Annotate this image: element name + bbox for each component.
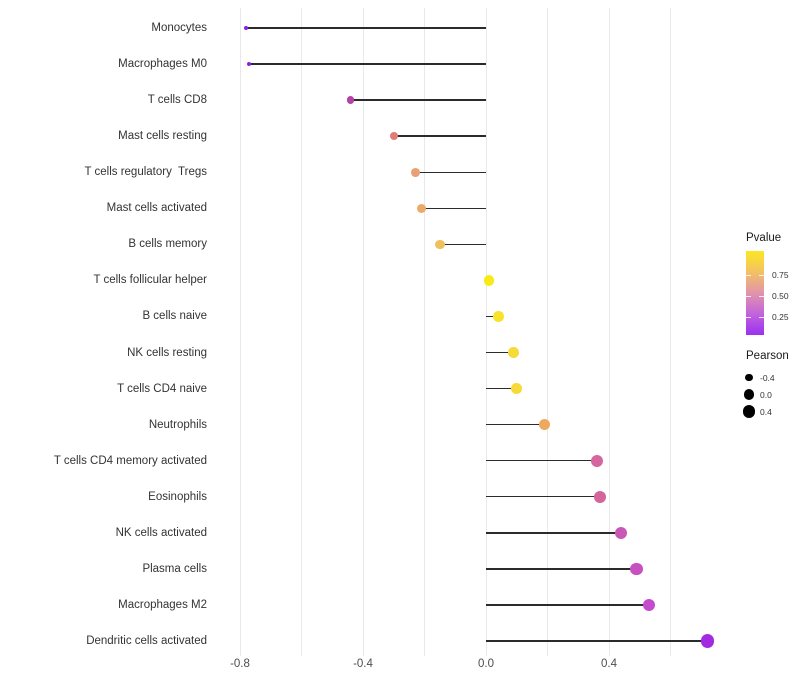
lollipop-stem xyxy=(486,604,649,606)
grid-line xyxy=(362,8,364,656)
lollipop-dot xyxy=(483,275,495,286)
lollipop-stem xyxy=(486,315,499,318)
x-axis-tick-label: 0.0 xyxy=(478,658,494,670)
pearson-item-label: 0.0 xyxy=(760,389,772,400)
pvalue-legend: Pvalue 0.75 0.50 0.25 xyxy=(746,232,789,335)
grid-line xyxy=(670,8,671,656)
lollipop-dot xyxy=(346,96,355,104)
lollipop-dot xyxy=(508,347,519,358)
y-axis-label: Macrophages M0 xyxy=(118,58,207,71)
lollipop-dot xyxy=(511,383,523,394)
grid-line xyxy=(301,8,302,656)
y-axis-label: Neutrophils xyxy=(148,418,207,431)
pearson-size-dot xyxy=(743,389,755,400)
y-axis-label: NK cells activated xyxy=(115,526,207,539)
y-axis-label: T cells CD4 naive xyxy=(117,382,207,395)
lollipop-stem xyxy=(486,496,600,498)
y-axis-label: B cells naive xyxy=(142,310,207,323)
lollipop-stem xyxy=(486,532,622,534)
lollipop-dot xyxy=(435,239,445,250)
pearson-legend-item: 0.0 xyxy=(743,386,789,403)
y-axis-label: T cells CD4 memory activated xyxy=(53,454,207,467)
pvalue-gradient-tick xyxy=(746,275,751,276)
grid-line xyxy=(485,8,487,656)
lollipop-stem xyxy=(439,243,486,246)
pearson-size-dot xyxy=(745,373,753,382)
grid-line xyxy=(239,8,241,656)
pvalue-tick-label: 0.75 xyxy=(772,270,789,280)
lollipop-dot xyxy=(630,562,643,576)
y-axis-label: Monocytes xyxy=(151,22,207,34)
pearson-legend-item: 0.4 xyxy=(742,403,789,420)
lollipop-dot xyxy=(615,526,628,540)
lollipop-stem xyxy=(486,640,708,642)
pearson-dot-wrap xyxy=(742,405,760,418)
lollipop-stem xyxy=(421,207,486,209)
lollipop-dot xyxy=(416,203,426,213)
pearson-legend-item: -0.4 xyxy=(745,369,789,386)
lollipop-dot xyxy=(493,311,504,322)
lollipop-stem xyxy=(415,171,486,173)
pvalue-legend-title: Pvalue xyxy=(746,232,782,244)
pvalue-gradient-tick xyxy=(759,275,764,276)
pearson-legend: Pearson -0.4 0.0 0.4 xyxy=(742,350,789,420)
lollipop-dot xyxy=(538,419,550,431)
lollipop-dot xyxy=(244,25,249,31)
lollipop-stem xyxy=(486,351,514,354)
pearson-legend-title: Pearson xyxy=(746,350,789,362)
pvalue-gradient-tick xyxy=(759,296,764,297)
lollipop-dot xyxy=(590,454,603,467)
lollipop-dot xyxy=(389,131,398,141)
pearson-size-dot xyxy=(742,405,756,418)
pearson-item-label: -0.4 xyxy=(760,372,775,383)
y-axis-label: Mast cells activated xyxy=(106,202,207,215)
grid-line xyxy=(608,8,610,656)
lollipop-dot xyxy=(700,634,715,648)
pvalue-gradient-bar: 0.75 0.50 0.25 xyxy=(746,251,789,335)
pearson-dot-wrap xyxy=(743,389,760,400)
lollipop-dot xyxy=(593,490,606,503)
y-axis-label: NK cells resting xyxy=(127,346,207,359)
y-axis-label: Dendritic cells activated xyxy=(86,635,207,648)
x-axis-tick-label: 0.4 xyxy=(601,658,617,670)
grid-line xyxy=(424,8,425,656)
pearson-legend-items: -0.4 0.0 0.4 xyxy=(742,369,789,420)
lollipop-stem xyxy=(486,568,637,570)
y-axis-label: Eosinophils xyxy=(148,490,207,503)
lollipop-stem xyxy=(486,460,597,462)
pearson-dot-wrap xyxy=(745,373,760,382)
pearson-item-label: 0.4 xyxy=(760,406,772,417)
pvalue-gradient-tick xyxy=(746,296,751,297)
pvalue-tick-label: 0.50 xyxy=(772,291,789,301)
x-axis-tick-label: -0.4 xyxy=(353,658,373,670)
pvalue-tick-label: 0.25 xyxy=(772,312,789,322)
grid-line xyxy=(547,8,548,656)
y-axis-label: T cells follicular helper xyxy=(93,274,207,287)
x-axis-tick-label: -0.8 xyxy=(230,658,250,670)
y-axis-label: Plasma cells xyxy=(142,562,207,575)
y-axis-label: T cells CD8 xyxy=(147,94,207,107)
y-axis-label: Mast cells resting xyxy=(118,130,207,143)
lollipop-stem xyxy=(393,135,486,137)
lollipop-stem xyxy=(249,63,486,65)
lollipop-stem xyxy=(486,387,517,390)
pvalue-gradient-tick xyxy=(746,317,751,318)
y-axis-label: T cells regulatory Tregs xyxy=(84,166,207,179)
lollipop-dot xyxy=(642,598,656,612)
lollipop-dot xyxy=(410,167,420,177)
y-axis-label: B cells memory xyxy=(128,238,207,251)
lollipop-dot xyxy=(247,61,252,67)
lollipop-stem xyxy=(486,423,545,426)
lollipop-stem xyxy=(246,27,486,29)
pvalue-gradient-tick xyxy=(759,317,764,318)
lollipop-stem xyxy=(350,99,486,101)
y-axis-label: Macrophages M2 xyxy=(118,598,207,611)
